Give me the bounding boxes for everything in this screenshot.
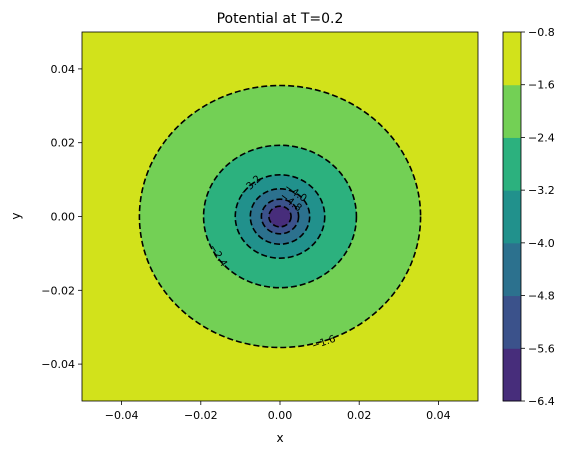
x-tick-label: −0.04 — [105, 409, 139, 422]
colorbar-tick-label: −2.4 — [528, 131, 555, 144]
x-tick-label: 0.04 — [426, 409, 451, 422]
y-axis-label: y — [9, 212, 23, 219]
y-tick-label: 0.02 — [51, 137, 76, 150]
contour-line-3 — [249, 188, 311, 245]
colorbar-segment-0 — [503, 348, 521, 402]
colorbar-segment-4 — [503, 137, 521, 191]
colorbar-tick-label: −4.8 — [528, 290, 555, 303]
plot-area — [82, 32, 478, 401]
y-tick-label: 0.04 — [51, 63, 76, 76]
contour-line-2 — [234, 174, 326, 259]
colorbar-tick-label: −0.8 — [528, 26, 555, 39]
y-tick-label: −0.04 — [41, 358, 75, 371]
colorbar-segment-1 — [503, 295, 521, 349]
colorbar-tick-label: −4.0 — [528, 237, 555, 250]
contour-line-1 — [202, 144, 358, 289]
contour-line-0 — [138, 84, 422, 349]
x-tick-label: 0.00 — [268, 409, 293, 422]
colorbar-tick-label: −1.6 — [528, 79, 555, 92]
colorbar-segment-3 — [503, 190, 521, 244]
colorbar: −6.4 −5.6 −4.8 −4.0 −3.2 −2.4 −1.6 −0.8 — [502, 26, 555, 408]
chart-title: Potential at T=0.2 — [217, 11, 344, 27]
colorbar-frame — [502, 31, 522, 402]
colorbar-segment-2 — [503, 242, 521, 297]
contour-fill-level-6 — [268, 206, 292, 227]
colorbar-tick-label: −5.6 — [528, 342, 555, 355]
contour-line-4 — [260, 198, 300, 235]
y-tick-label: 0.00 — [51, 211, 76, 224]
x-tick-label: 0.02 — [347, 409, 372, 422]
filled-contour-regions — [82, 32, 478, 401]
colorbar-tick-label: −6.4 — [528, 395, 555, 408]
colorbar-segment-5 — [503, 84, 521, 138]
colorbar-tick-label: −3.2 — [528, 184, 555, 197]
y-tick-label: −0.02 — [41, 284, 75, 297]
x-axis-label: x — [276, 431, 283, 445]
x-axis-ticks: −0.04 −0.02 0.00 0.02 0.04 — [105, 401, 451, 422]
x-tick-label: −0.02 — [184, 409, 218, 422]
y-axis-ticks: −0.04 −0.02 0.00 0.02 0.04 — [41, 63, 82, 371]
contour-line-5 — [268, 205, 292, 228]
colorbar-segment-6 — [503, 32, 521, 86]
contour-lines — [138, 84, 422, 349]
